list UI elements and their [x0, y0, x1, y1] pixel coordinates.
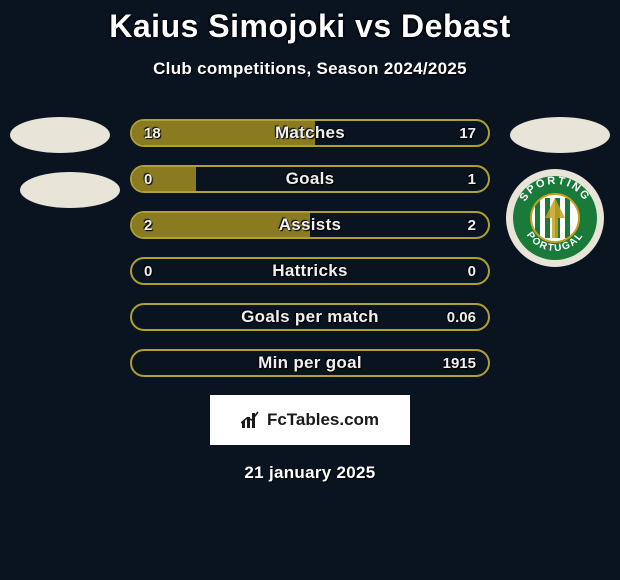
stat-label: Min per goal [132, 351, 488, 375]
stats-bars: Matches1817Goals01Assists22Hattricks00Go… [130, 119, 490, 377]
stat-row: Hattricks0 0 [130, 257, 490, 285]
stat-label: Assists [132, 213, 488, 237]
page-title: Kaius Simojoki vs Debast [0, 8, 620, 45]
stat-value-right: 0.06 [447, 305, 476, 329]
club-badge-left-1 [10, 117, 110, 153]
footer-label: FcTables.com [267, 410, 379, 430]
stat-row: Assists2 2 [130, 211, 490, 239]
stat-value-left: 2 [144, 213, 152, 237]
stat-row: Goals0 1 [130, 165, 490, 193]
date-label: 21 january 2025 [0, 463, 620, 483]
stat-label: Hattricks [132, 259, 488, 283]
stat-value-left: 0 [144, 259, 152, 283]
fctables-logo: FcTables.com [241, 410, 379, 430]
stat-row: Min per goal1915 [130, 349, 490, 377]
stat-label: Goals [132, 167, 488, 191]
stat-row: Goals per match0.06 [130, 303, 490, 331]
club-badge-right-1 [510, 117, 610, 153]
stat-value-right: 2 [468, 213, 476, 237]
stat-value-right: 1915 [443, 351, 476, 375]
stat-value-right: 17 [459, 121, 476, 145]
stat-label: Matches [132, 121, 488, 145]
stat-value-left: 18 [144, 121, 161, 145]
sporting-cp-badge: SPORTING PORTUGAL [505, 168, 605, 268]
stat-label: Goals per match [132, 305, 488, 329]
subtitle: Club competitions, Season 2024/2025 [0, 59, 620, 79]
club-badge-left-2 [20, 172, 120, 208]
chart-icon [241, 411, 263, 429]
comparison-infographic: Kaius Simojoki vs Debast Club competitio… [0, 0, 620, 580]
stat-value-right: 1 [468, 167, 476, 191]
footer-logo-box: FcTables.com [210, 395, 410, 445]
stat-value-left: 0 [144, 167, 152, 191]
stat-row: Matches18 17 [130, 119, 490, 147]
stat-value-right: 0 [468, 259, 476, 283]
